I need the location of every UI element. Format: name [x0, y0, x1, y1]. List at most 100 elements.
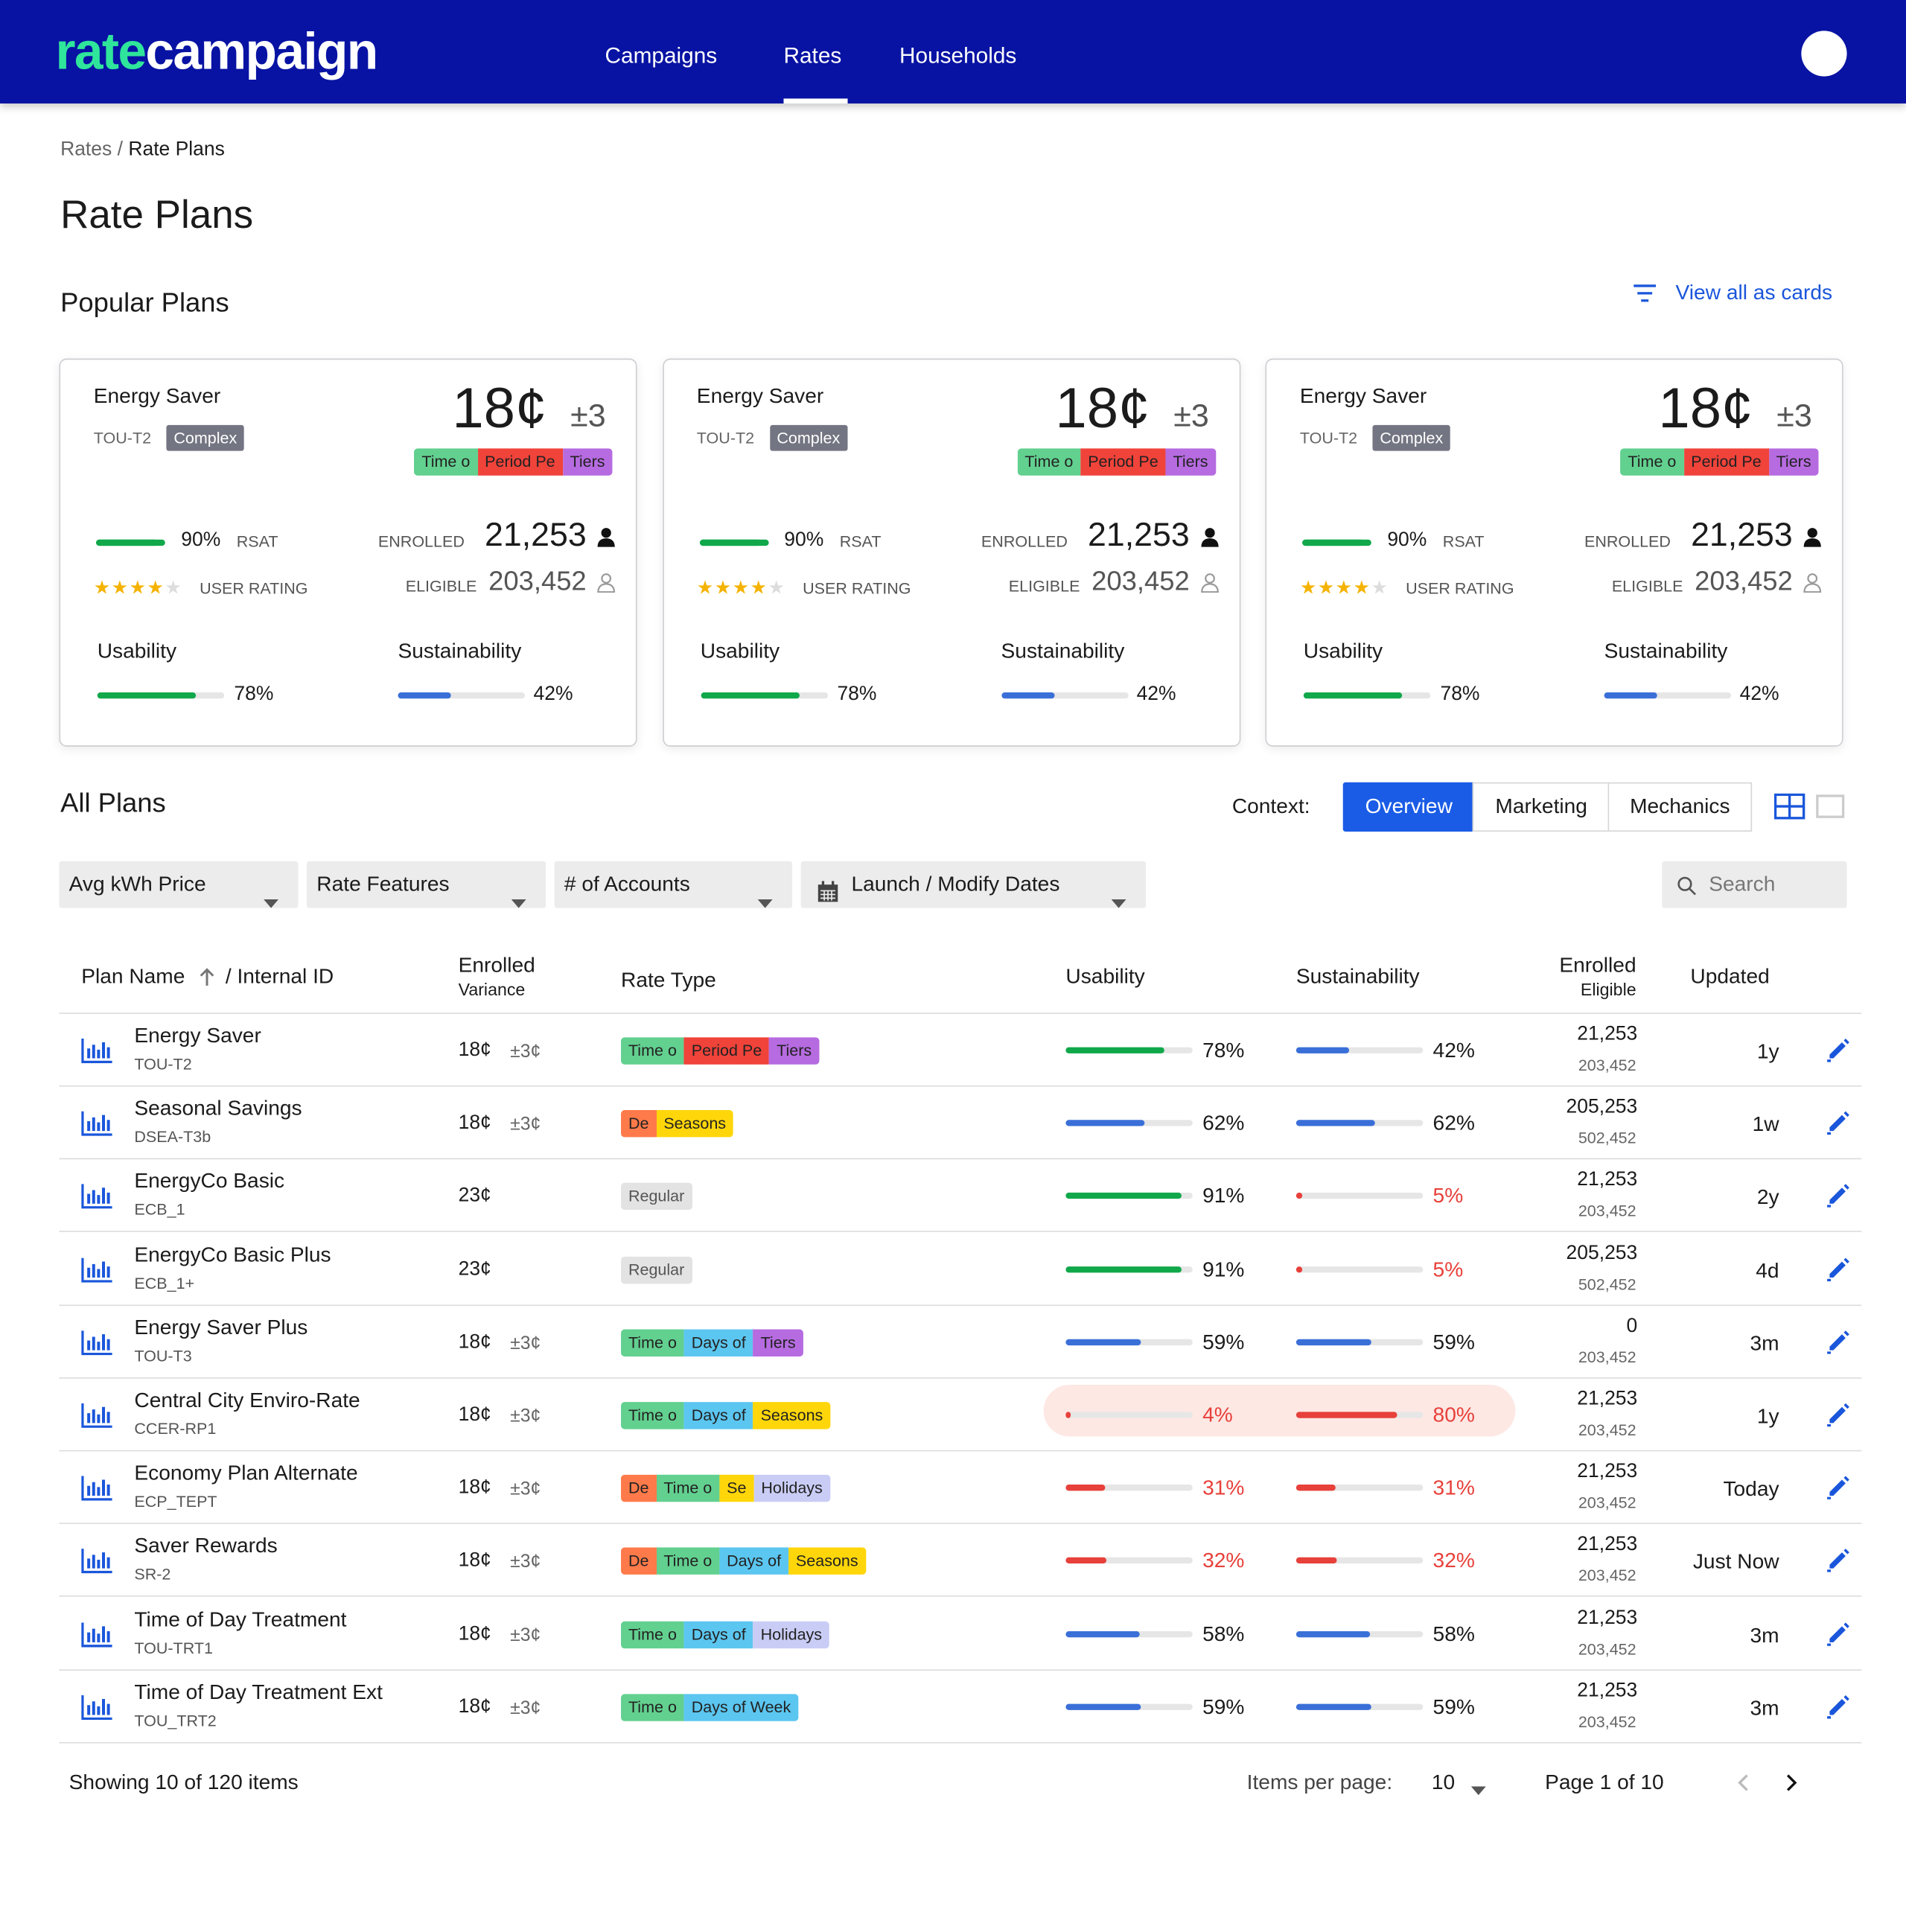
logo[interactable]: ratecampaign: [55, 22, 378, 81]
context-option[interactable]: Overview: [1342, 782, 1475, 832]
updated: Today: [1723, 1477, 1779, 1501]
plan-name[interactable]: Time of Day Treatment Ext: [134, 1680, 383, 1704]
plan-card[interactable]: Energy Saver TOU-T2 Complex 18¢ ±3 Time o Peri…: [59, 358, 637, 747]
star: ★: [1371, 578, 1389, 599]
plan-card[interactable]: Energy Saver TOU-T2 Complex 18¢ ±3 Time o Peri…: [1265, 358, 1843, 747]
eligible-count: 502,452: [1578, 1275, 1636, 1293]
progress-fill: [1302, 539, 1365, 546]
star-rating: ★★★★★: [94, 576, 183, 599]
tag: Tiers: [769, 1037, 820, 1065]
nav-link[interactable]: Households: [899, 42, 1017, 68]
prev-page[interactable]: [1736, 1773, 1751, 1799]
search-box[interactable]: Search: [1662, 861, 1847, 908]
complexity-badge: Complex: [769, 424, 848, 451]
table-row[interactable]: Time of Day Treatment TOU-TRT1 18¢ ±3¢ Time …: [59, 1598, 1862, 1671]
table-row[interactable]: Energy Saver TOU-T2 18¢ ±3¢ Time o Period Pe T…: [59, 1014, 1862, 1087]
edit-button[interactable]: [1826, 1329, 1850, 1359]
plan-card[interactable]: Energy Saver TOU-T2 Complex 18¢ ±3 Time o Peri…: [662, 358, 1240, 747]
price: 18¢: [1658, 375, 1753, 440]
view-toggle[interactable]: [1773, 793, 1851, 827]
table-row[interactable]: Saver Rewards SR-2 18¢ ±3¢ De Time o Days of Se…: [59, 1525, 1862, 1598]
chart-icon-glyph: [81, 1330, 112, 1355]
plan-name[interactable]: Central City Enviro-Rate: [134, 1388, 360, 1412]
table-row[interactable]: EnergyCo Basic Plus ECB_1+ 23¢ Regular 91% 5%…: [59, 1233, 1862, 1306]
metric-label: Sustainability: [1001, 639, 1125, 663]
context-option[interactable]: Mechanics: [1607, 782, 1753, 832]
edit-button[interactable]: [1826, 1037, 1850, 1068]
star: ★: [1317, 578, 1336, 599]
tag: Days of: [719, 1548, 789, 1575]
edit-button[interactable]: [1826, 1475, 1850, 1505]
edit-button[interactable]: [1826, 1548, 1850, 1578]
table-row[interactable]: Economy Plan Alternate ECP_TEPT 18¢ ±3¢ De Ti…: [59, 1452, 1862, 1525]
usability-value: 78%: [1202, 1039, 1245, 1062]
rsat-label: RSAT: [236, 532, 278, 551]
column-header: Rate Type: [621, 968, 716, 992]
plan-name[interactable]: EnergyCo Basic: [134, 1170, 285, 1193]
edit-button[interactable]: [1826, 1256, 1850, 1287]
star: ★: [1335, 578, 1354, 599]
plan-name[interactable]: EnergyCo Basic Plus: [134, 1243, 331, 1266]
table-row[interactable]: Energy Saver Plus TOU-T3 18¢ ±3¢ Time o Days …: [59, 1306, 1862, 1379]
next-page[interactable]: [1784, 1773, 1799, 1799]
usability-value: 91%: [1202, 1257, 1245, 1281]
header-rule: [59, 1013, 1862, 1014]
edit-button-glyph: [1827, 1622, 1849, 1646]
filter-dropdown[interactable]: # of Accounts: [554, 861, 793, 908]
star: ★: [165, 578, 183, 599]
plan-name[interactable]: Energy Saver Plus: [134, 1316, 308, 1339]
filter-dropdown[interactable]: Rate Features: [307, 861, 546, 908]
metric-value: 78%: [837, 683, 877, 705]
column-header[interactable]: Plan Name: [81, 964, 185, 989]
nav-link[interactable]: Rates: [783, 42, 842, 68]
filter-dropdown[interactable]: Avg kWh Price: [59, 861, 299, 908]
progress-track: [1065, 1558, 1193, 1564]
price-variance: ±3¢: [510, 1041, 541, 1062]
per-page-select[interactable]: 10: [1432, 1770, 1494, 1800]
plan-name[interactable]: Energy Saver: [134, 1024, 261, 1048]
star: ★: [732, 578, 750, 599]
sustainability-value: 31%: [1432, 1476, 1475, 1500]
person-outline-icon-glyph: [1200, 573, 1219, 593]
progress-fill: [1065, 1485, 1106, 1491]
sustainability-value: 62%: [1432, 1111, 1475, 1135]
progress-fill: [1295, 1266, 1303, 1272]
edit-button[interactable]: [1826, 1110, 1850, 1141]
table-row[interactable]: Time of Day Treatment Ext TOU_TRT2 18¢ ±3¢ T…: [59, 1671, 1862, 1744]
table-row[interactable]: Seasonal Savings DSEA-T3b 18¢ ±3¢ De Seasons 6…: [59, 1087, 1862, 1160]
tag: Tiers: [1768, 448, 1819, 476]
table-row[interactable]: Central City Enviro-Rate CCER-RP1 18¢ ±3¢ Ti…: [59, 1379, 1862, 1452]
price: 23¢: [458, 1258, 491, 1280]
plan-id: TOU-T2: [696, 428, 755, 447]
progress-track: [398, 692, 525, 699]
edit-button[interactable]: [1826, 1402, 1850, 1432]
context-option[interactable]: Marketing: [1472, 782, 1610, 832]
avatar[interactable]: [1801, 31, 1847, 77]
filter-dropdown[interactable]: Launch / Modify Dates: [800, 861, 1146, 908]
price-variance: ±3¢: [510, 1552, 541, 1573]
person-icon: [596, 527, 616, 553]
plan-name[interactable]: Seasonal Savings: [134, 1097, 302, 1120]
edit-button[interactable]: [1826, 1694, 1850, 1724]
metric-value: 42%: [1739, 683, 1779, 705]
edit-button[interactable]: [1826, 1621, 1850, 1651]
plan-name[interactable]: Saver Rewards: [134, 1534, 278, 1558]
edit-button-glyph: [1827, 1257, 1849, 1281]
progress-track: [1065, 1703, 1193, 1710]
plan-name[interactable]: Economy Plan Alternate: [134, 1461, 358, 1485]
breadcrumb-link[interactable]: Rates: [60, 138, 112, 161]
progress-fill: [699, 539, 762, 546]
sustainability-value: 32%: [1432, 1549, 1475, 1573]
progress-track: [1295, 1047, 1424, 1053]
progress-fill: [1065, 1412, 1071, 1418]
table-row[interactable]: EnergyCo Basic ECB_1 23¢ Regular 91% 5% 21,253…: [59, 1160, 1862, 1233]
eligible-count: 502,452: [1578, 1129, 1636, 1147]
edit-button[interactable]: [1826, 1183, 1850, 1214]
nav-active-indicator: [783, 98, 848, 104]
view-all-link[interactable]: View all as cards: [1631, 281, 1832, 305]
logo-part: rate: [55, 22, 147, 80]
plan-name[interactable]: Time of Day Treatment: [134, 1607, 347, 1631]
progress-fill: [1604, 692, 1658, 699]
nav-link[interactable]: Campaigns: [605, 42, 718, 68]
breadcrumb-current: Rate Plans: [128, 138, 225, 161]
